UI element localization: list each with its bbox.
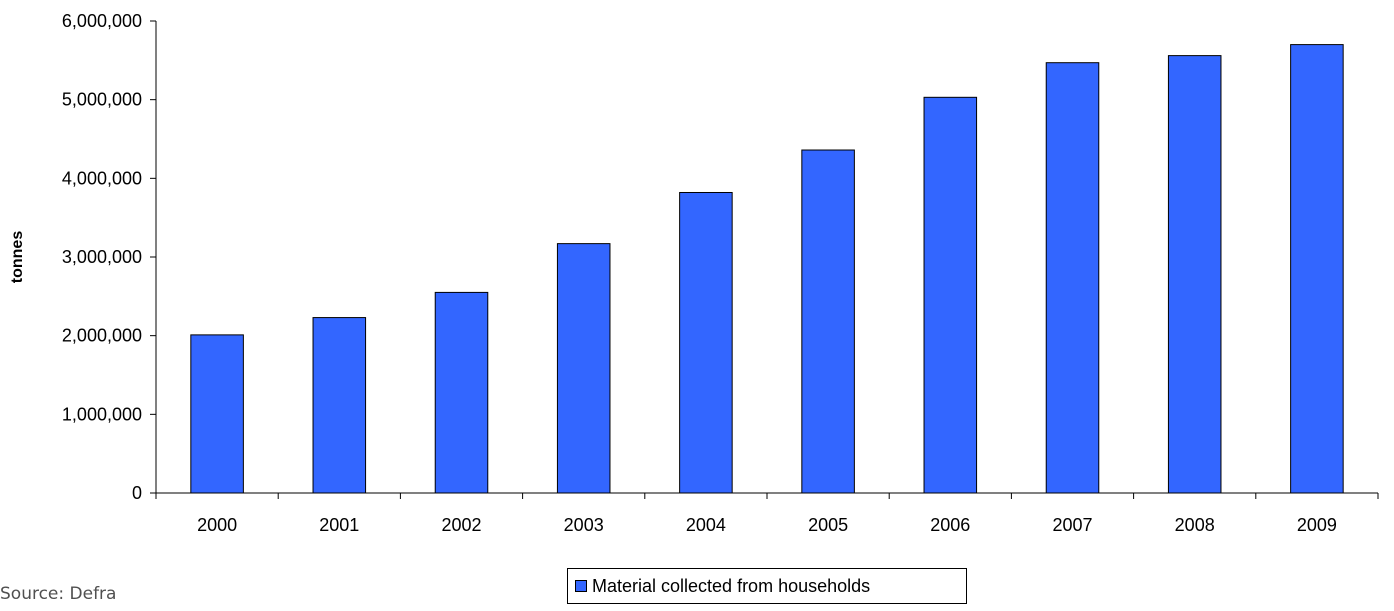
x-tick-label: 2000: [197, 515, 237, 535]
bar: [556, 243, 611, 494]
bar: [923, 96, 978, 494]
x-tick-label: 2008: [1175, 515, 1215, 535]
bar: [801, 149, 855, 494]
y-axis-label: tonnes: [9, 231, 26, 284]
y-tick-label: 6,000,000: [62, 11, 142, 31]
y-tick-label: 4,000,000: [62, 168, 142, 188]
bar: [434, 291, 489, 494]
y-tick-label: 5,000,000: [62, 90, 142, 110]
bar: [1167, 55, 1222, 494]
x-tick-label: 2004: [686, 515, 726, 535]
x-tick-label: 2001: [319, 515, 359, 535]
x-tick-label: 2006: [930, 515, 970, 535]
legend-swatch: [575, 580, 587, 592]
source-note: Source: Defra: [0, 584, 117, 604]
bar: [1290, 44, 1344, 494]
bar: [312, 317, 367, 494]
bar: [1045, 62, 1100, 494]
x-tick-label: 2007: [1052, 515, 1092, 535]
legend-label: Material collected from households: [592, 575, 871, 596]
legend: Material collected from households: [567, 568, 967, 604]
x-tick-label: 2002: [441, 515, 481, 535]
y-tick-label: 2,000,000: [62, 326, 142, 346]
bar: [679, 191, 733, 494]
y-tick-label: 1,000,000: [62, 404, 142, 424]
y-tick-label: 3,000,000: [62, 247, 142, 267]
x-tick-label: 2005: [808, 515, 848, 535]
x-tick-label: 2003: [564, 515, 604, 535]
y-tick-label: 0: [132, 483, 142, 503]
bar: [190, 334, 244, 494]
x-tick-label: 2009: [1297, 515, 1337, 535]
